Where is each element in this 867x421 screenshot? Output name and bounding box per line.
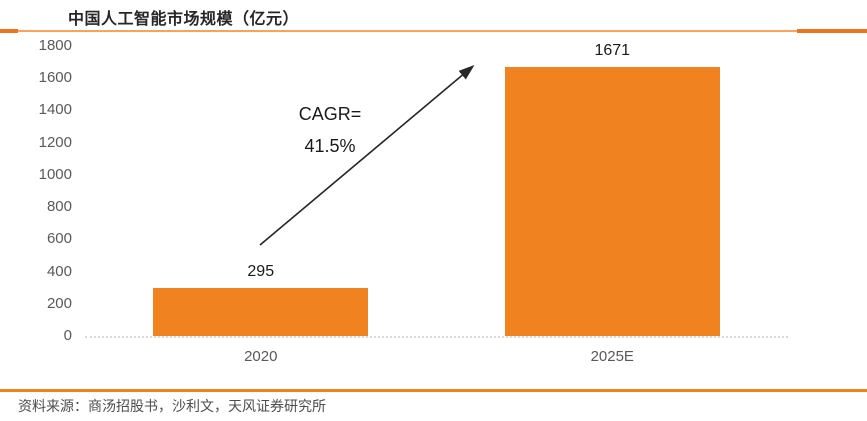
- bar-value-label-2025e: 1671: [594, 41, 631, 59]
- chart-title: 中国人工智能市场规模（亿元）: [68, 11, 300, 28]
- x-axis-tick-label-2020: 2020: [244, 348, 278, 365]
- footer-divider: [0, 389, 867, 392]
- y-axis-tick-label: 0: [63, 327, 72, 344]
- cagr-annotation-line1: CAGR=: [298, 104, 362, 124]
- source-note: 资料来源：商汤招股书，沙利文，天风证券研究所: [18, 398, 326, 414]
- y-axis-tick-label: 1400: [38, 101, 72, 119]
- bar-2020: [153, 288, 369, 336]
- y-axis-tick-label: 1000: [38, 165, 72, 183]
- y-axis-tick-label: 600: [46, 230, 72, 248]
- y-axis-tick-label: 200: [46, 294, 72, 312]
- cagr-annotation-line2: 41.5%: [304, 136, 356, 156]
- title-divider: [0, 29, 867, 33]
- y-axis-tick-label: 1200: [38, 133, 72, 151]
- x-axis-baseline: [85, 336, 788, 338]
- y-axis-tick-label: 400: [46, 262, 72, 280]
- title-divider-left-accent: [0, 29, 18, 33]
- cagr-annotation: CAGR= 41.5%: [266, 98, 394, 162]
- y-axis-tick-label: 1600: [38, 69, 72, 87]
- bar-value-label-2020: 295: [247, 263, 275, 281]
- title-divider-line: [18, 30, 797, 32]
- y-axis-tick-label: 800: [46, 198, 72, 216]
- bar-2025e: [504, 66, 720, 336]
- title-divider-right-accent: [797, 29, 867, 33]
- y-axis-tick-label: 1800: [38, 37, 72, 54]
- x-axis-tick-label-2025e: 2025E: [590, 348, 634, 365]
